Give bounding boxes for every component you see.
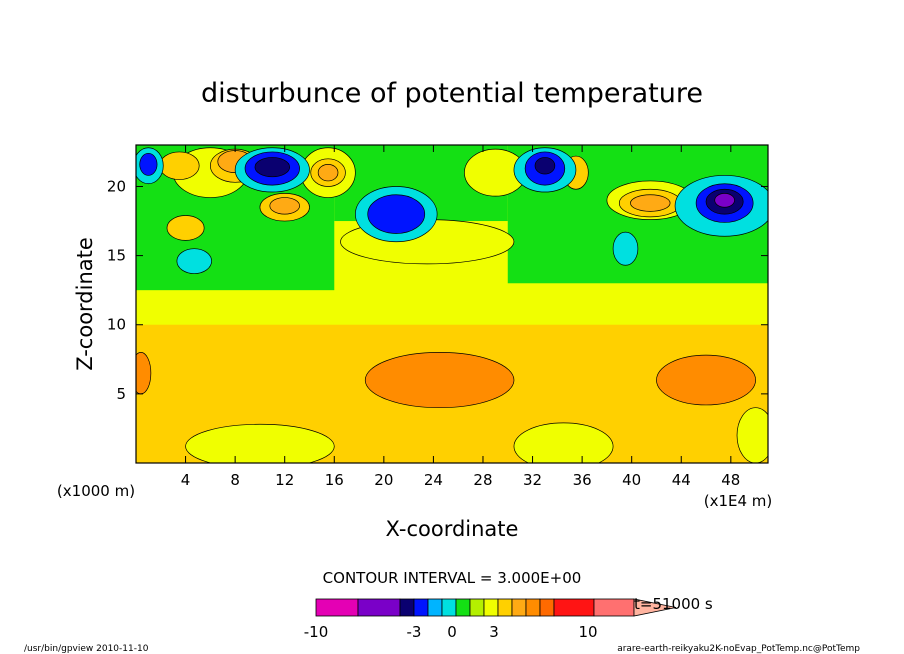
contour-region-2	[185, 423, 335, 463]
colorbar-tick-label: 0	[447, 623, 457, 641]
x-tick-label: 32	[523, 471, 542, 489]
colorbar-segment	[539, 598, 555, 617]
contour-region-39	[254, 157, 291, 178]
colorbar-segment	[593, 598, 635, 617]
contour-region-4	[736, 407, 768, 463]
x-tick-label: 16	[325, 471, 344, 489]
colorbar-segment	[525, 598, 541, 617]
contour-region-26	[630, 194, 671, 212]
x-tick-label: 12	[275, 471, 294, 489]
y-tick-label: 15	[107, 247, 126, 265]
contour-region-40	[534, 157, 556, 175]
contour-region-22	[166, 215, 205, 241]
footer-right: arare-earth-reikyaku2K-noEvap_PotTemp.nc…	[617, 644, 860, 654]
y-tick-label: 5	[116, 385, 126, 403]
x-tick-label: 24	[424, 471, 443, 489]
x-axis-label: X-coordinate	[386, 517, 519, 541]
contour-region-5	[364, 352, 515, 409]
colorbar-segment	[413, 598, 429, 617]
x-tick-label: 28	[473, 471, 492, 489]
colorbar-tick-label: -10	[304, 623, 329, 641]
colorbar-segment	[315, 598, 359, 617]
y-tick-label: 20	[107, 177, 126, 195]
x-tick-label: 20	[374, 471, 393, 489]
colorbar-overflow-arrow	[633, 598, 677, 617]
colorbar-segment	[469, 598, 485, 617]
contour-region-3	[513, 422, 614, 463]
colorbar-segment	[511, 598, 527, 617]
x-tick-label: 48	[721, 471, 740, 489]
y-tick-label: 10	[107, 316, 126, 334]
x-tick-label: 36	[573, 471, 592, 489]
x-tick-label: 40	[622, 471, 641, 489]
contour-region-25	[317, 164, 339, 182]
colorbar	[315, 598, 677, 617]
contour-region-7	[136, 352, 152, 395]
colorbar-segment	[483, 598, 499, 617]
contour-region-36	[367, 194, 426, 234]
plot-area	[136, 145, 768, 463]
colorbar-segment	[455, 598, 471, 617]
x-unit-left: (x1000 m)	[57, 482, 135, 500]
x-tick-label: 44	[672, 471, 691, 489]
x-tick-label: 4	[181, 471, 191, 489]
x-axis: 4 8 12 16 20 24 28 32 36 40 44 48	[181, 145, 740, 489]
x-unit-right: (x1E4 m)	[704, 492, 773, 510]
chart-title: disturbunce of potential temperature	[201, 78, 703, 109]
colorbar-segment	[441, 598, 457, 617]
y-axis-label: Z-coordinate	[73, 237, 97, 371]
colorbar-segment	[357, 598, 401, 617]
colorbar-tick-label: -3	[407, 623, 422, 641]
contour-interval-label: CONTOUR INTERVAL = 3.000E+00	[323, 569, 582, 587]
time-label: t=51000 s	[634, 595, 713, 613]
contour-region-16	[159, 151, 200, 180]
y-axis: 5 10 15 20	[107, 177, 768, 403]
colorbar-segment	[497, 598, 513, 617]
contour-region-42	[714, 193, 735, 208]
contour-region-32	[176, 248, 212, 274]
colorbar-tick-label: 10	[578, 623, 597, 641]
colorbar-segment	[427, 598, 443, 617]
contour-region-33	[612, 231, 639, 266]
contour-region-24	[269, 197, 300, 215]
footer-left: /usr/bin/gpview 2010-11-10	[24, 644, 149, 654]
colorbar-segment	[553, 598, 595, 617]
contour-region-34	[139, 152, 158, 176]
contour-region-6	[656, 354, 756, 406]
colorbar-tick-labels: -10 -3 0 3 10	[304, 623, 598, 641]
colorbar-tick-label: 3	[489, 623, 499, 641]
plot-frame	[135, 144, 769, 464]
x-tick-label: 8	[230, 471, 240, 489]
colorbar-segment	[399, 598, 415, 617]
